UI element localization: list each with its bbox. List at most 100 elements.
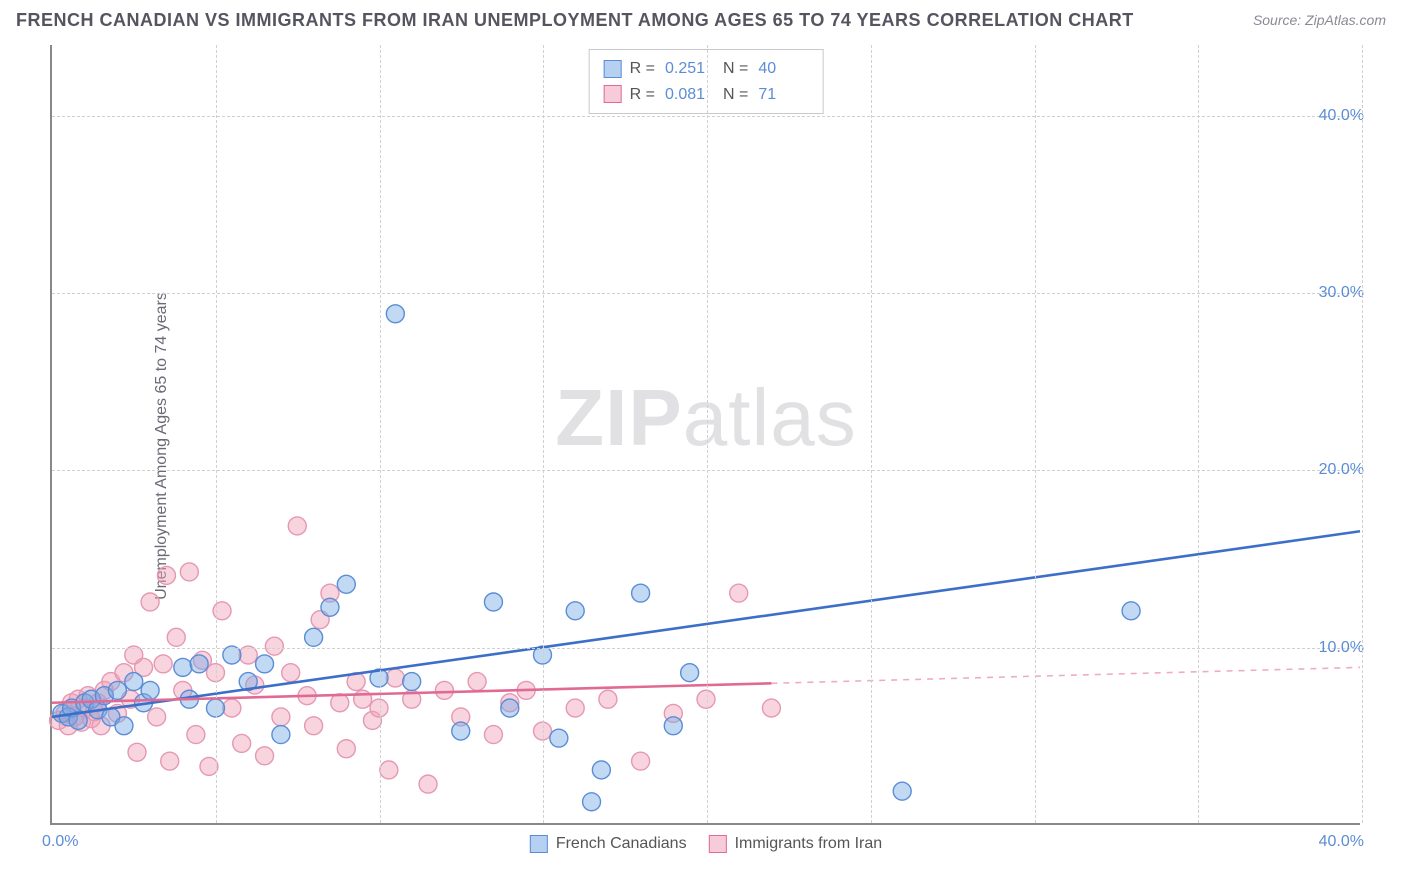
r-label: R = <box>630 56 655 82</box>
gridline-v <box>1035 45 1036 823</box>
gridline-h <box>52 470 1360 471</box>
data-point <box>161 752 179 770</box>
legend-row-pink: R = 0.081 N = 71 <box>604 82 809 108</box>
data-point <box>550 729 568 747</box>
data-point <box>1122 602 1140 620</box>
y-tick-label: 30.0% <box>1319 284 1364 302</box>
data-point <box>157 566 175 584</box>
data-point <box>321 598 339 616</box>
gridline-v <box>543 45 544 823</box>
swatch-blue-icon <box>530 835 548 853</box>
gridline-v <box>380 45 381 823</box>
y-tick-label: 40.0% <box>1319 107 1364 125</box>
data-point <box>337 740 355 758</box>
data-point <box>452 722 470 740</box>
gridline-v <box>707 45 708 823</box>
data-point <box>223 699 241 717</box>
n-value-blue: 40 <box>758 56 808 82</box>
r-label: R = <box>630 82 655 108</box>
data-point <box>664 717 682 735</box>
gridline-v <box>216 45 217 823</box>
data-point <box>697 690 715 708</box>
data-point <box>592 761 610 779</box>
data-point <box>239 646 257 664</box>
data-point <box>256 747 274 765</box>
data-point <box>762 699 780 717</box>
y-tick-label: 10.0% <box>1319 639 1364 657</box>
data-point <box>583 793 601 811</box>
gridline-v <box>1198 45 1199 823</box>
data-point <box>125 673 143 691</box>
data-point <box>115 717 133 735</box>
plot-svg <box>52 45 1360 823</box>
data-point <box>468 673 486 691</box>
x-tick-min: 0.0% <box>42 833 78 851</box>
correlation-legend: R = 0.251 N = 40 R = 0.081 N = 71 <box>589 49 824 114</box>
data-point <box>566 699 584 717</box>
y-tick-label: 20.0% <box>1319 461 1364 479</box>
data-point <box>190 655 208 673</box>
data-point <box>435 681 453 699</box>
series-legend: French Canadians Immigrants from Iran <box>530 835 882 853</box>
data-point <box>599 690 617 708</box>
data-point <box>141 681 159 699</box>
legend-row-blue: R = 0.251 N = 40 <box>604 56 809 82</box>
data-point <box>386 305 404 323</box>
data-point <box>282 664 300 682</box>
source-attribution: Source: ZipAtlas.com <box>1253 12 1386 28</box>
data-point <box>272 726 290 744</box>
legend-item-blue: French Canadians <box>530 835 687 853</box>
swatch-pink-icon <box>604 85 622 103</box>
legend-label-pink: Immigrants from Iran <box>735 835 883 853</box>
data-point <box>566 602 584 620</box>
data-point <box>233 734 251 752</box>
data-point <box>681 664 699 682</box>
data-point <box>305 717 323 735</box>
gridline-h <box>52 648 1360 649</box>
data-point <box>730 584 748 602</box>
data-point <box>272 708 290 726</box>
data-point <box>187 726 205 744</box>
swatch-blue-icon <box>604 60 622 78</box>
data-point <box>223 646 241 664</box>
data-point <box>386 669 404 687</box>
gridline-v <box>871 45 872 823</box>
swatch-pink-icon <box>709 835 727 853</box>
trend-line <box>52 531 1360 717</box>
data-point <box>632 752 650 770</box>
data-point <box>501 699 519 717</box>
trend-line-dashed <box>771 667 1360 683</box>
data-point <box>403 673 421 691</box>
data-point <box>893 782 911 800</box>
data-point <box>128 743 146 761</box>
data-point <box>148 708 166 726</box>
data-point <box>256 655 274 673</box>
data-point <box>180 563 198 581</box>
chart-container: FRENCH CANADIAN VS IMMIGRANTS FROM IRAN … <box>0 0 1406 892</box>
data-point <box>337 575 355 593</box>
data-point <box>141 593 159 611</box>
data-point <box>331 694 349 712</box>
x-tick-max: 40.0% <box>1319 833 1364 851</box>
n-value-pink: 71 <box>758 82 808 108</box>
data-point <box>108 681 126 699</box>
data-point <box>419 775 437 793</box>
gridline-h <box>52 116 1360 117</box>
gridline-v <box>1362 45 1363 823</box>
legend-item-pink: Immigrants from Iran <box>709 835 883 853</box>
plot-area: ZIPatlas 0.0% 40.0% R = 0.251 N = 40 R =… <box>50 45 1360 825</box>
data-point <box>174 658 192 676</box>
data-point <box>265 637 283 655</box>
data-point <box>167 628 185 646</box>
data-point <box>484 593 502 611</box>
legend-label-blue: French Canadians <box>556 835 687 853</box>
data-point <box>484 726 502 744</box>
chart-title: FRENCH CANADIAN VS IMMIGRANTS FROM IRAN … <box>16 10 1134 31</box>
data-point <box>288 517 306 535</box>
gridline-h <box>52 293 1360 294</box>
data-point <box>154 655 172 673</box>
data-point <box>380 761 398 779</box>
data-point <box>632 584 650 602</box>
n-label: N = <box>723 56 748 82</box>
n-label: N = <box>723 82 748 108</box>
